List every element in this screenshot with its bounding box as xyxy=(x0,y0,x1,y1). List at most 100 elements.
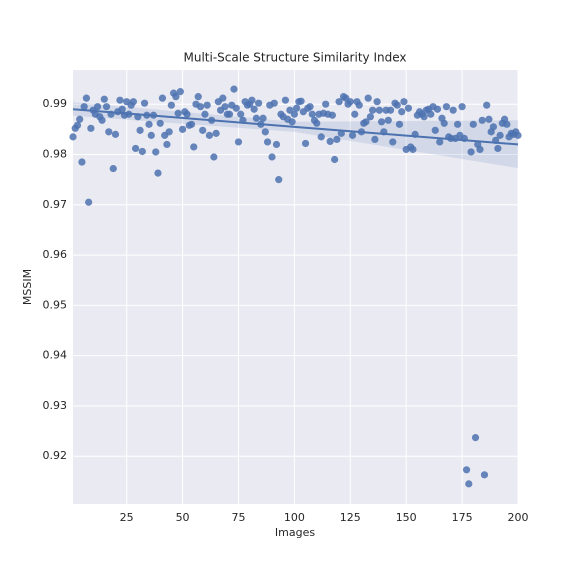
data-point xyxy=(454,120,462,128)
data-point xyxy=(178,125,187,133)
data-point xyxy=(306,103,314,111)
x-tick-label: 175 xyxy=(452,511,473,524)
data-point xyxy=(194,93,202,101)
data-point xyxy=(156,119,164,127)
data-point xyxy=(442,103,451,111)
data-point xyxy=(270,99,278,107)
data-point xyxy=(462,466,471,474)
data-point xyxy=(201,110,209,118)
data-point xyxy=(420,113,428,121)
x-tick-label: 200 xyxy=(508,511,529,524)
y-axis-label: MSSIM xyxy=(21,269,34,305)
x-tick-label: 150 xyxy=(396,511,417,524)
data-point xyxy=(221,103,229,111)
y-tick-label: 0.92 xyxy=(43,449,68,462)
x-tick-label: 25 xyxy=(120,511,134,524)
data-point xyxy=(268,153,276,161)
data-point xyxy=(346,98,354,106)
data-point xyxy=(237,110,245,118)
data-point xyxy=(328,111,336,119)
data-point xyxy=(288,118,296,126)
data-point xyxy=(259,114,267,122)
data-point xyxy=(476,145,484,154)
data-point xyxy=(105,128,113,136)
data-point xyxy=(147,131,155,139)
data-point xyxy=(398,108,406,116)
data-point xyxy=(458,103,466,111)
data-point xyxy=(369,106,377,114)
data-point xyxy=(172,93,180,101)
data-point xyxy=(183,110,191,118)
data-point xyxy=(436,138,444,146)
data-point xyxy=(290,110,298,118)
data-point xyxy=(100,95,108,103)
data-point xyxy=(163,140,171,149)
data-point xyxy=(69,133,77,141)
data-point xyxy=(371,135,379,143)
data-point xyxy=(326,137,334,146)
data-point xyxy=(80,103,88,111)
data-point xyxy=(138,147,146,156)
data-point xyxy=(478,116,486,124)
data-point xyxy=(467,148,475,156)
data-point xyxy=(348,131,357,139)
plot-background xyxy=(73,70,518,504)
data-point xyxy=(87,124,95,132)
y-tick-label: 0.94 xyxy=(43,349,68,362)
data-point xyxy=(409,145,417,154)
data-point xyxy=(203,101,211,109)
data-point xyxy=(433,105,442,113)
data-point xyxy=(355,101,363,109)
data-point xyxy=(250,105,258,113)
regression-line xyxy=(72,108,519,146)
data-point xyxy=(248,96,256,104)
data-point xyxy=(152,148,160,156)
data-point xyxy=(225,110,234,118)
data-point xyxy=(210,153,218,161)
data-point xyxy=(102,103,111,111)
data-point xyxy=(471,434,480,442)
x-axis-label: Images xyxy=(275,526,315,539)
data-point xyxy=(333,135,341,143)
data-point xyxy=(393,101,401,109)
data-point xyxy=(154,169,162,177)
data-point xyxy=(375,106,383,114)
data-point xyxy=(165,128,173,136)
data-point xyxy=(272,140,281,149)
data-point xyxy=(116,96,124,104)
data-point xyxy=(73,121,82,129)
data-point xyxy=(234,138,243,146)
data-point xyxy=(335,98,343,106)
data-point xyxy=(373,98,381,106)
data-point xyxy=(395,120,404,128)
data-point xyxy=(252,114,260,122)
data-point xyxy=(366,113,375,121)
data-point xyxy=(190,143,198,151)
data-point xyxy=(308,110,316,118)
data-point xyxy=(480,471,489,479)
data-point xyxy=(389,138,397,146)
data-point xyxy=(469,120,477,128)
data-point xyxy=(145,120,153,128)
data-point xyxy=(232,104,240,112)
data-point xyxy=(199,126,207,134)
data-point xyxy=(317,133,325,141)
data-point xyxy=(386,106,395,114)
data-point xyxy=(465,480,473,488)
data-point xyxy=(281,96,290,104)
data-point xyxy=(351,110,359,118)
data-point xyxy=(440,119,448,127)
data-point xyxy=(140,99,149,107)
data-point xyxy=(404,104,413,112)
data-point xyxy=(449,106,457,114)
data-point xyxy=(431,126,439,134)
data-point xyxy=(93,103,102,111)
data-point xyxy=(118,105,126,113)
data-point xyxy=(496,131,504,139)
data-point xyxy=(76,115,84,123)
data-point xyxy=(331,155,339,164)
x-tick-label: 125 xyxy=(340,511,361,524)
data-point xyxy=(494,144,502,153)
y-tick-label: 0.95 xyxy=(43,298,68,311)
